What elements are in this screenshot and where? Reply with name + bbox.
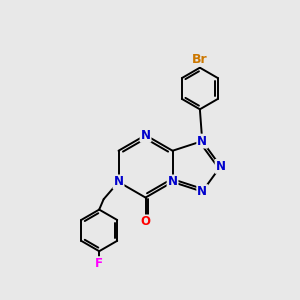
Text: O: O xyxy=(140,215,151,228)
Text: N: N xyxy=(197,135,207,148)
Text: N: N xyxy=(140,129,151,142)
Text: N: N xyxy=(168,176,178,188)
Text: N: N xyxy=(197,185,207,198)
Text: N: N xyxy=(216,160,226,173)
Text: N: N xyxy=(113,176,124,188)
Text: Br: Br xyxy=(192,53,208,66)
Text: F: F xyxy=(95,257,103,270)
